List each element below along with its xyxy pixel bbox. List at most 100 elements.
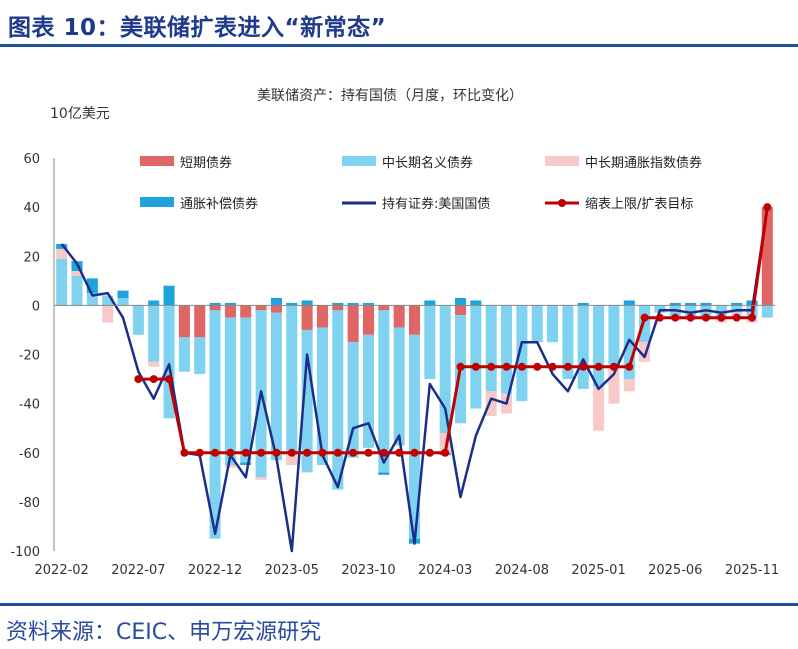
y-tick-label: 60 — [23, 152, 40, 167]
bar-segment — [347, 342, 359, 458]
chart: 美联储资产：持有国债（月度，环比变化） 10亿美元 短期债券 中长期名义债券 中长期… — [10, 88, 779, 578]
series-marker — [609, 362, 618, 371]
bar-segment — [86, 293, 98, 306]
bar-segment — [209, 302, 221, 306]
bar-segment — [148, 300, 160, 306]
series-marker — [364, 448, 373, 457]
y-tick-label: 0 — [32, 299, 40, 314]
y-tick-label: -100 — [10, 545, 40, 560]
bar-segment — [102, 305, 114, 323]
series-marker — [134, 375, 143, 384]
series-marker — [226, 448, 235, 457]
y-tick-label: 20 — [23, 250, 40, 265]
series-marker — [625, 362, 634, 371]
bar-segment — [516, 305, 528, 402]
bar-segment — [102, 295, 114, 306]
y-tick-label: 40 — [23, 201, 40, 216]
bar-segment — [240, 317, 252, 463]
bar-segment — [439, 433, 451, 453]
bar-segment — [593, 305, 605, 387]
bar-segment — [286, 302, 298, 306]
legend-label: 通胀补偿债券 — [180, 196, 258, 212]
bar-segment — [408, 334, 421, 539]
series-marker — [379, 448, 388, 457]
y-tick-label: -80 — [19, 496, 40, 511]
series-marker — [487, 362, 496, 371]
bar-segment — [424, 305, 436, 380]
bar-segment — [71, 275, 83, 306]
legend-label: 中长期通胀指数债券 — [585, 155, 702, 171]
bar-segment — [224, 305, 236, 318]
series-marker — [149, 375, 158, 384]
x-tick-label: 2023-05 — [265, 563, 319, 578]
series-marker — [471, 362, 480, 371]
y-tick-label: -40 — [19, 398, 40, 413]
figure-title: 图表 10：美联储扩表进入“新常态” — [8, 15, 387, 41]
bar-segment — [408, 305, 421, 335]
legend-label: 中长期名义债券 — [382, 155, 473, 171]
bar-segment — [470, 305, 482, 409]
bar-segment — [623, 379, 635, 392]
bar-segment — [393, 327, 405, 446]
legend-label: 短期债券 — [180, 155, 232, 171]
bar-segment — [470, 300, 482, 306]
legend-swatch — [140, 156, 174, 166]
bar-segment — [501, 305, 513, 394]
bar-segment — [531, 305, 543, 343]
lines — [60, 203, 772, 553]
bottom-rule — [0, 603, 798, 606]
bar-segment — [639, 305, 651, 343]
series-marker — [165, 375, 174, 384]
bar-segment — [639, 342, 651, 362]
bar-segment — [454, 305, 467, 316]
bar-segment — [424, 300, 436, 306]
bar-segment — [224, 302, 236, 306]
series-marker — [318, 448, 327, 457]
bar-segment — [378, 305, 390, 311]
bar-segment — [194, 337, 206, 375]
bar-segment — [378, 310, 390, 473]
series-marker — [395, 448, 404, 457]
x-tick-label: 2025-11 — [725, 563, 779, 578]
legend-swatch — [140, 197, 174, 207]
legend-swatch — [545, 156, 579, 166]
bar-segment — [316, 305, 328, 328]
series-marker — [671, 313, 680, 322]
bar-segment — [547, 305, 559, 343]
bar-segment — [178, 337, 190, 372]
x-tick-label: 2024-08 — [495, 563, 549, 578]
bar-segment — [240, 462, 252, 466]
series-marker — [211, 448, 220, 457]
bar-segment — [669, 302, 681, 306]
chart-title: 美联储资产：持有国债（月度，环比变化） — [257, 88, 523, 104]
series-marker — [349, 448, 358, 457]
bar-segment — [332, 310, 344, 490]
series-marker — [701, 313, 710, 322]
bar-segment — [270, 305, 282, 313]
bar-segment — [685, 302, 697, 306]
bar-segment — [393, 305, 405, 328]
bar-segment — [132, 305, 144, 335]
bar-segment — [209, 305, 221, 311]
bar-segment — [117, 290, 129, 299]
bar-segment — [362, 302, 375, 306]
legend-label: 缩表上限/扩表目标 — [585, 196, 693, 212]
x-tick-label: 2024-03 — [418, 563, 472, 578]
bar-segment — [56, 258, 68, 306]
bar-segment — [117, 298, 129, 306]
bar-segment — [194, 305, 206, 338]
bar-segment — [286, 305, 298, 453]
series-marker — [456, 362, 465, 371]
bar-segment — [255, 477, 267, 480]
series-marker — [717, 313, 726, 322]
bar-segment — [454, 298, 467, 306]
bar-segment — [301, 300, 313, 306]
series-marker — [241, 448, 250, 457]
bar-segment — [485, 305, 497, 392]
bar-segment — [347, 305, 359, 343]
bar-segment — [623, 300, 635, 306]
legend-swatch — [342, 156, 376, 166]
series-marker — [548, 362, 557, 371]
bar-segment — [71, 270, 83, 276]
